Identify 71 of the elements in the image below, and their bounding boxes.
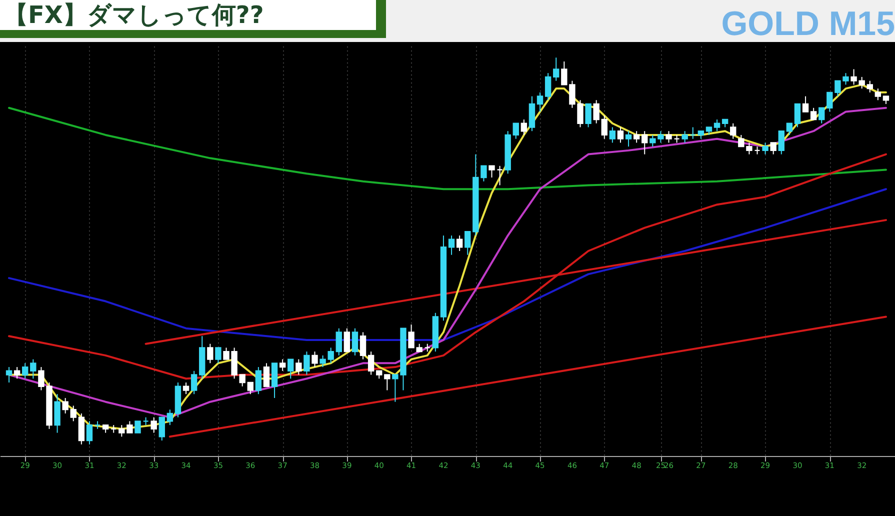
candlestick <box>528 96 536 132</box>
candlestick <box>770 142 776 155</box>
candlestick <box>810 107 817 120</box>
candlestick <box>633 130 640 144</box>
candlestick <box>344 328 350 352</box>
candlestick <box>601 115 608 140</box>
candlestick <box>312 351 318 368</box>
candlestick <box>762 142 768 155</box>
candlestick <box>190 370 198 395</box>
candlestick <box>158 416 165 442</box>
candlestick <box>182 382 190 395</box>
candlestick <box>263 362 270 387</box>
candlestick <box>488 165 495 178</box>
candlestick <box>593 100 600 124</box>
candlestick <box>62 397 68 414</box>
candlestick <box>866 80 873 93</box>
candlestick <box>802 96 809 112</box>
candlestick <box>496 165 503 186</box>
candlestick <box>296 358 302 376</box>
candlestick <box>794 103 801 128</box>
candlestick <box>754 146 760 155</box>
candlestick <box>207 343 214 364</box>
candlestick <box>86 420 93 445</box>
candlestick <box>78 412 85 445</box>
candlestick <box>247 382 254 395</box>
candlestick <box>215 347 222 364</box>
candlestick <box>110 424 117 434</box>
candlestick <box>874 88 882 101</box>
candlestick <box>54 394 60 434</box>
candlestick <box>617 126 624 144</box>
candlestick <box>642 130 648 155</box>
candlestick <box>730 122 736 140</box>
candlestick <box>94 420 101 430</box>
candlestick <box>456 235 463 252</box>
candlestick <box>682 130 688 144</box>
candlestick <box>134 420 141 434</box>
candlestick <box>553 57 560 82</box>
candlestick <box>271 362 278 398</box>
candlestick <box>30 358 36 380</box>
candlestick <box>536 92 544 112</box>
candlestick <box>512 122 519 140</box>
candlestick <box>166 409 174 426</box>
candlestick <box>778 130 784 155</box>
candlestick <box>368 351 374 376</box>
candlestick <box>336 328 342 356</box>
candlestick <box>279 358 286 372</box>
candlestick <box>786 122 793 136</box>
candlestick <box>544 72 552 101</box>
candlestick <box>352 328 358 356</box>
candlestick <box>690 126 696 140</box>
candlestick <box>384 374 390 391</box>
candlestick <box>22 362 28 380</box>
candlestick <box>150 416 157 434</box>
candlestick <box>304 351 310 376</box>
candlestick <box>625 130 632 148</box>
chart-title: 【FX】ダマしって何?? <box>0 0 386 38</box>
candlestick <box>360 332 366 360</box>
candlestick <box>464 231 471 256</box>
candlestick <box>255 366 262 395</box>
candlestick <box>609 126 616 144</box>
candlestick <box>448 235 455 256</box>
candlestick <box>714 118 720 132</box>
candlestick <box>520 118 528 136</box>
candlestick <box>585 103 592 128</box>
chart-subtitle: GOLD M15 <box>721 5 895 43</box>
candlestick <box>288 358 294 380</box>
candlestick <box>6 366 12 384</box>
candlestick <box>818 107 825 124</box>
candlestick <box>70 405 76 422</box>
candlestick <box>14 366 20 380</box>
candlestick <box>666 130 672 144</box>
